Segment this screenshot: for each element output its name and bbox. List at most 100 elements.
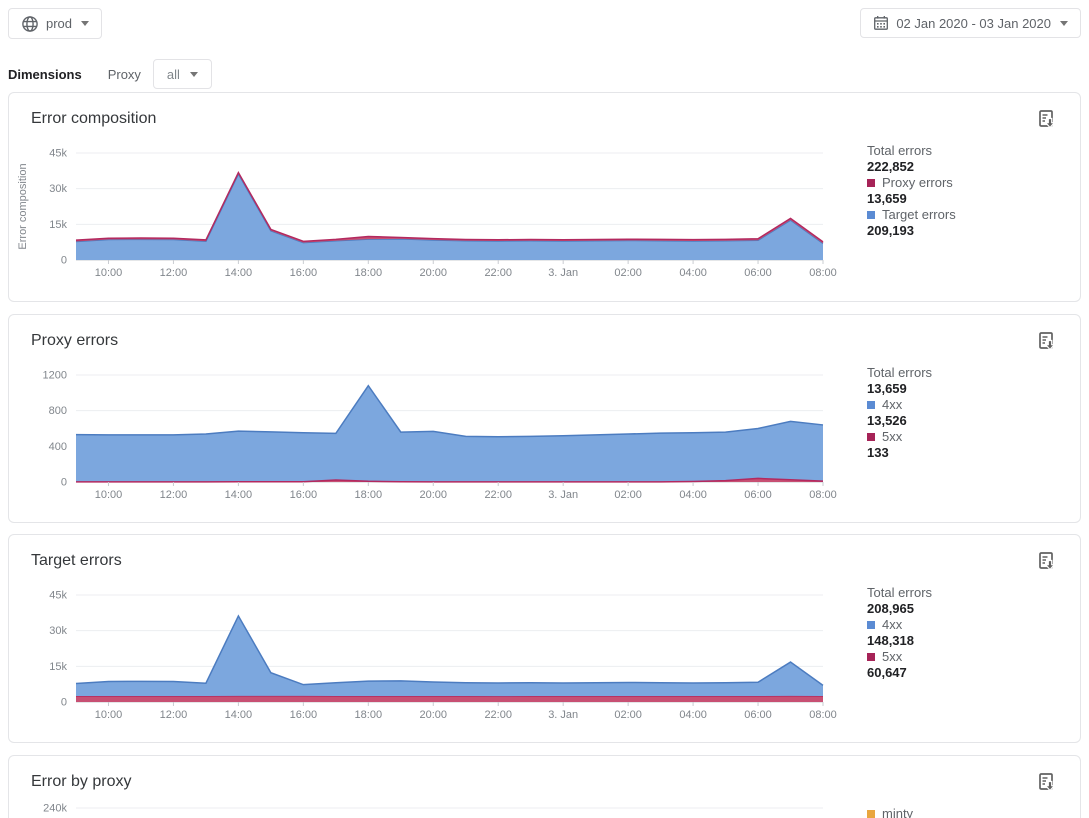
- report-download-icon: [1039, 110, 1056, 129]
- dimensions-bar: Dimensions Proxy all: [8, 59, 212, 89]
- legend-label: 4xx: [867, 397, 1082, 413]
- svg-text:20:00: 20:00: [419, 267, 447, 279]
- svg-text:0: 0: [61, 477, 67, 489]
- chart-legend: minty: [867, 806, 1082, 818]
- environment-selector[interactable]: prod: [8, 8, 103, 39]
- legend-swatch: [867, 653, 875, 661]
- legend-value: 148,318: [867, 633, 914, 648]
- globe-icon: [22, 15, 38, 32]
- legend-value: 60,647: [867, 665, 907, 680]
- svg-text:20:00: 20:00: [419, 709, 447, 721]
- svg-text:16:00: 16:00: [290, 489, 318, 501]
- svg-text:3. Jan: 3. Jan: [548, 709, 578, 721]
- svg-text:06:00: 06:00: [744, 489, 772, 501]
- svg-text:12:00: 12:00: [160, 489, 188, 501]
- legend-label: Total errors: [867, 365, 933, 380]
- svg-text:0: 0: [61, 255, 67, 267]
- dimension-value: all: [166, 66, 180, 82]
- svg-text:02:00: 02:00: [614, 267, 642, 279]
- legend-label: 4xx: [867, 617, 1082, 633]
- legend-value: 208,965: [867, 601, 914, 616]
- svg-text:02:00: 02:00: [614, 489, 642, 501]
- date-range-label: 02 Jan 2020 - 03 Jan 2020: [896, 15, 1051, 31]
- svg-text:3. Jan: 3. Jan: [548, 267, 578, 279]
- chart-legend: Total errors 13,659 4xx 13,526 5xx 133: [867, 365, 1082, 461]
- svg-text:400: 400: [49, 441, 67, 453]
- legend-label: 5xx: [867, 429, 1082, 445]
- svg-text:08:00: 08:00: [809, 489, 837, 501]
- svg-text:45k: 45k: [49, 590, 67, 602]
- legend-label: minty: [867, 806, 1082, 818]
- svg-text:04:00: 04:00: [679, 709, 707, 721]
- legend-swatch: [867, 810, 875, 818]
- report-download-icon: [1039, 773, 1056, 792]
- error-composition-chart[interactable]: 0 15k 30k 45k 10:00 12:00 14:00 16:00 18:00 20:00…: [9, 133, 849, 283]
- card-error-by-proxy: Error by proxy 240k minty: [8, 755, 1081, 818]
- svg-text:04:00: 04:00: [679, 489, 707, 501]
- svg-text:12:00: 12:00: [160, 709, 188, 721]
- legend-value: 13,659: [867, 381, 907, 396]
- card-error-composition: Error composition 0 15k 30k 45k 10:00 12:00 14…: [8, 92, 1081, 302]
- legend-swatch: [867, 211, 875, 219]
- chevron-down-icon: [189, 71, 198, 77]
- environment-label: prod: [46, 16, 73, 31]
- svg-text:10:00: 10:00: [95, 489, 123, 501]
- error-by-proxy-chart[interactable]: 240k: [9, 788, 849, 818]
- report-download-icon: [1039, 552, 1056, 571]
- date-range-selector[interactable]: 02 Jan 2020 - 03 Jan 2020: [860, 8, 1081, 38]
- svg-text:0: 0: [61, 697, 67, 709]
- legend-value: 13,659: [867, 191, 907, 206]
- target-errors-chart[interactable]: 0 15k 30k 45k 10:00 12:00 14:00 16:00 18:00 20:00…: [9, 575, 849, 725]
- legend-label: Total errors: [867, 143, 933, 158]
- card-target-errors: Target errors 0 15k 30k 45k 10:00 12:00 14:00 1…: [8, 534, 1081, 743]
- report-download-icon: [1039, 332, 1056, 351]
- download-report-button[interactable]: [1034, 107, 1060, 133]
- svg-text:3. Jan: 3. Jan: [548, 489, 578, 501]
- legend-label: 5xx: [867, 649, 1082, 665]
- chart-title: Target errors: [31, 552, 122, 569]
- chevron-down-icon: [81, 21, 90, 26]
- legend-label: Proxy errors: [867, 175, 1082, 191]
- svg-text:15k: 15k: [49, 219, 67, 231]
- download-report-button[interactable]: [1034, 549, 1060, 575]
- svg-text:240k: 240k: [43, 803, 67, 815]
- svg-text:08:00: 08:00: [809, 709, 837, 721]
- legend-swatch: [867, 401, 875, 409]
- dimension-value-select[interactable]: all: [152, 59, 212, 89]
- proxy-errors-chart[interactable]: 0 400 800 1200 10:00 12:00 14:00 16:00 18:00 20:0…: [9, 355, 849, 505]
- chart-title: Error by proxy: [31, 773, 132, 790]
- svg-text:800: 800: [49, 405, 67, 417]
- legend-value: 133: [867, 445, 889, 460]
- legend-label: Total errors: [867, 585, 933, 600]
- calendar-icon: [874, 16, 889, 30]
- chart-legend: Total errors 208,965 4xx 148,318 5xx 60,647: [867, 585, 1082, 681]
- svg-text:14:00: 14:00: [225, 489, 253, 501]
- chart-legend: Total errors 222,852 Proxy errors 13,659 Tar…: [867, 143, 1082, 239]
- svg-text:02:00: 02:00: [614, 709, 642, 721]
- svg-text:12:00: 12:00: [160, 267, 188, 279]
- svg-text:06:00: 06:00: [744, 267, 772, 279]
- svg-text:20:00: 20:00: [419, 489, 447, 501]
- legend-swatch: [867, 179, 875, 187]
- svg-text:30k: 30k: [49, 625, 67, 637]
- download-report-button[interactable]: [1034, 770, 1060, 796]
- svg-text:1200: 1200: [43, 370, 67, 382]
- chart-title: Error composition: [31, 110, 157, 127]
- legend-label: Target errors: [867, 207, 1082, 223]
- card-proxy-errors: Proxy errors 0 400 800 1200 10:00 12:00 14:00 1…: [8, 314, 1081, 523]
- svg-text:18:00: 18:00: [355, 489, 383, 501]
- dimensions-label: Dimensions: [8, 66, 82, 82]
- svg-text:16:00: 16:00: [290, 267, 318, 279]
- svg-text:06:00: 06:00: [744, 709, 772, 721]
- svg-text:10:00: 10:00: [95, 267, 123, 279]
- download-report-button[interactable]: [1034, 329, 1060, 355]
- svg-text:15k: 15k: [49, 661, 67, 673]
- svg-text:18:00: 18:00: [355, 709, 383, 721]
- svg-text:22:00: 22:00: [484, 709, 512, 721]
- chart-title: Proxy errors: [31, 332, 119, 349]
- svg-text:22:00: 22:00: [484, 267, 512, 279]
- svg-text:14:00: 14:00: [225, 267, 253, 279]
- svg-text:22:00: 22:00: [484, 489, 512, 501]
- legend-value: 13,526: [867, 413, 907, 428]
